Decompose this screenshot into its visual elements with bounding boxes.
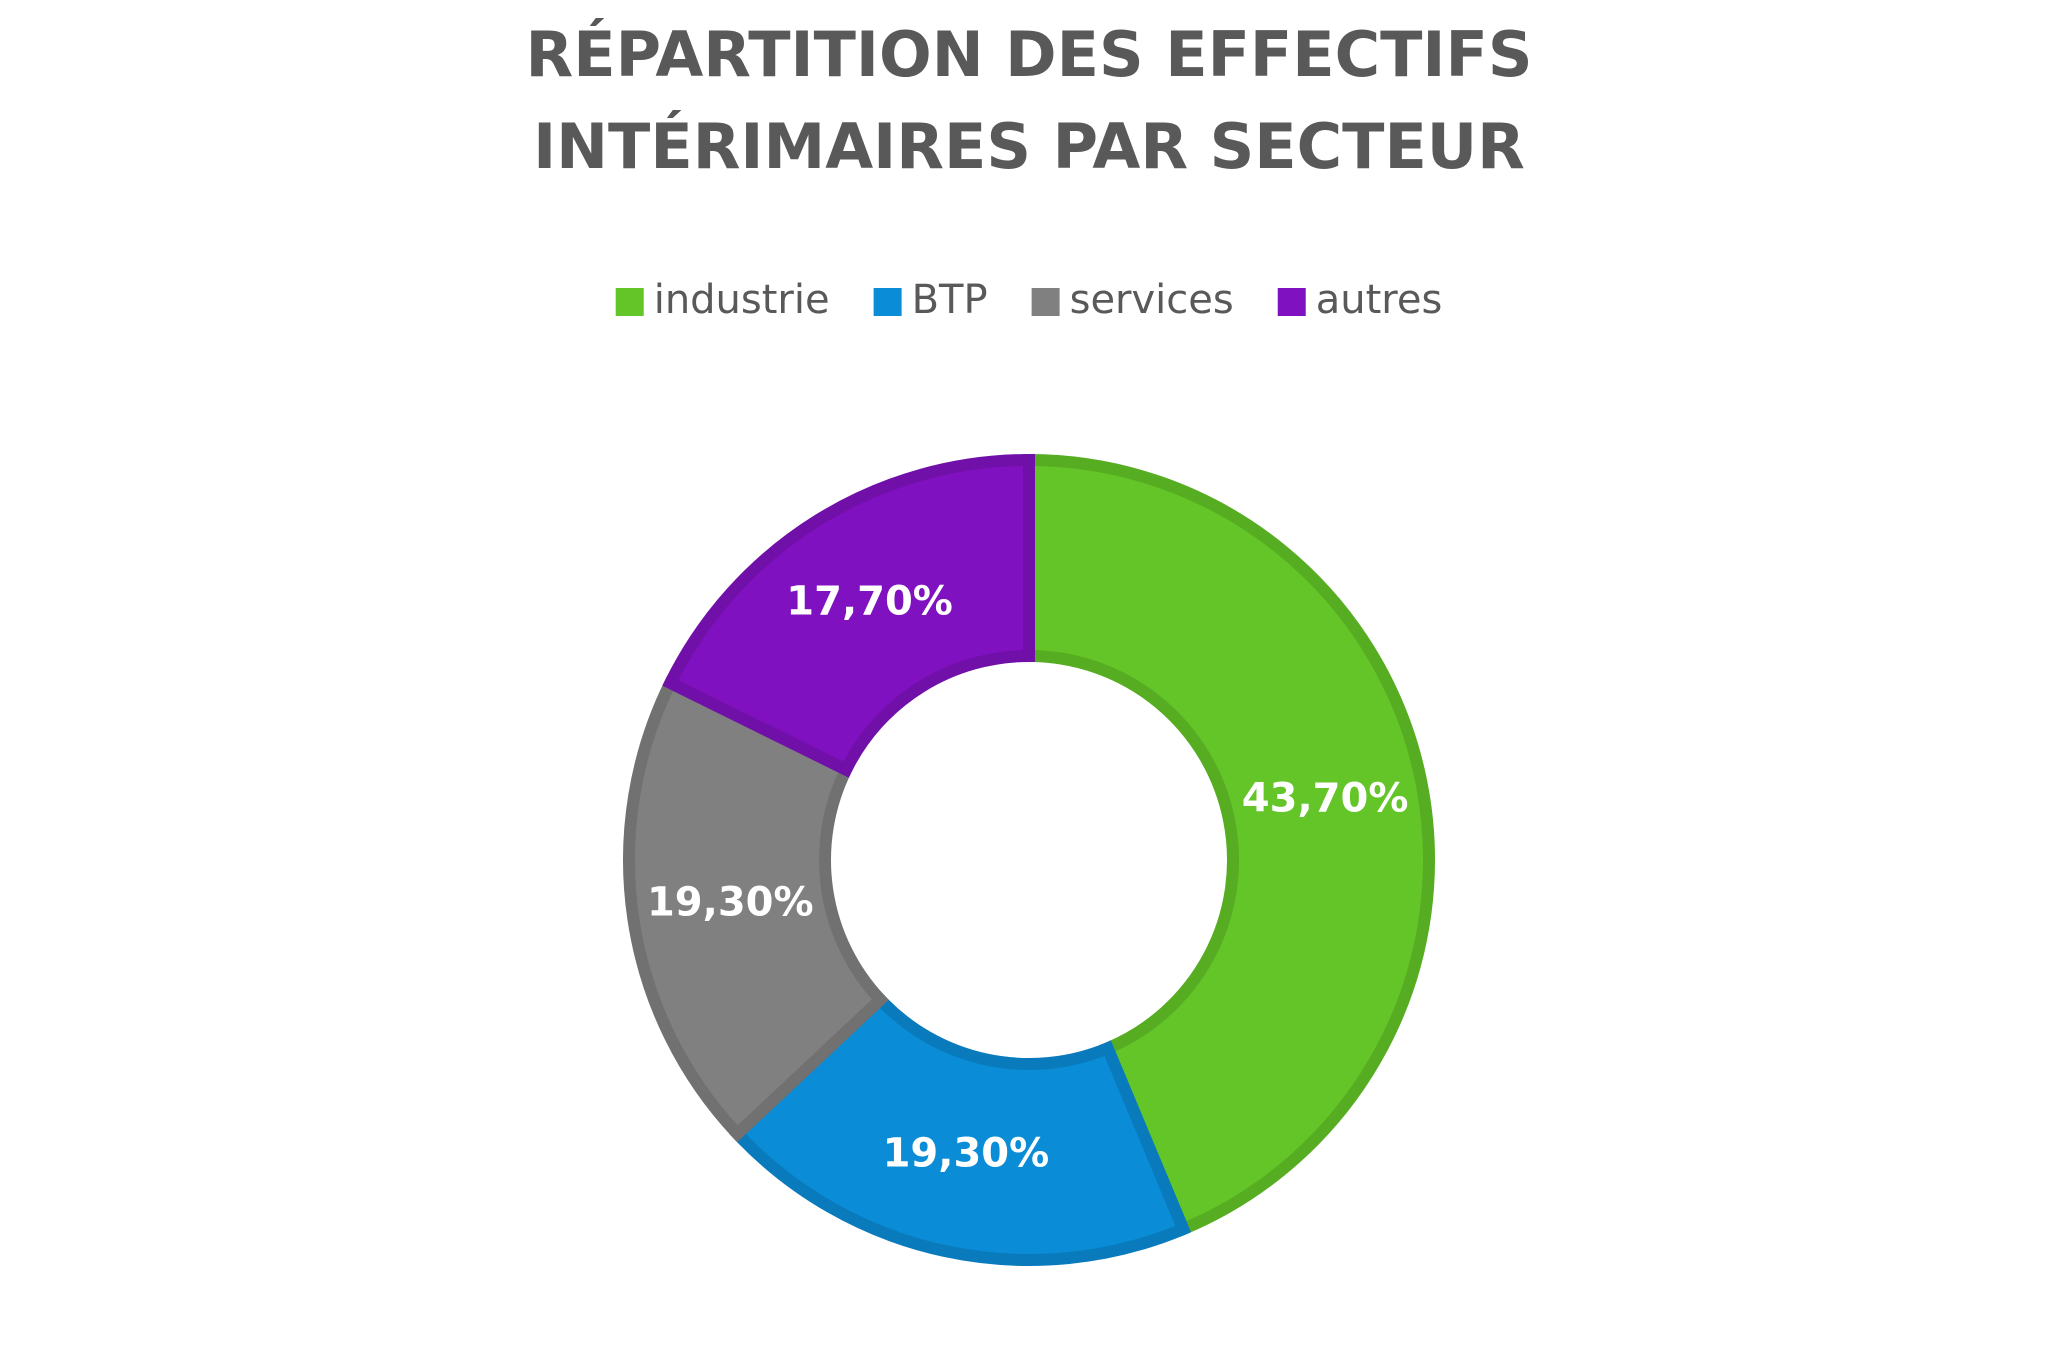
legend-label: industrie: [654, 277, 830, 323]
chart-title: RÉPARTITION DES EFFECTIFS: [525, 18, 1532, 91]
legend-swatch: [1277, 288, 1306, 316]
donut-slice: [623, 674, 889, 1143]
donut-slice: [1023, 453, 1435, 1237]
legend-label: BTP: [912, 277, 988, 323]
data-label: 19,30%: [647, 879, 814, 925]
legend-label: services: [1070, 277, 1234, 323]
data-label: 17,70%: [786, 578, 953, 624]
data-label: 19,30%: [883, 1130, 1050, 1176]
donut-slice: [728, 991, 1192, 1266]
legend-swatch: [615, 288, 644, 316]
legend-swatch: [1031, 288, 1060, 316]
chart-title: INTÉRIMAIRES PAR SECTEUR: [533, 110, 1525, 183]
data-label: 43,70%: [1242, 776, 1409, 822]
donut-slice: [662, 453, 1035, 778]
legend-swatch: [873, 288, 902, 316]
legend-label: autres: [1316, 277, 1443, 323]
